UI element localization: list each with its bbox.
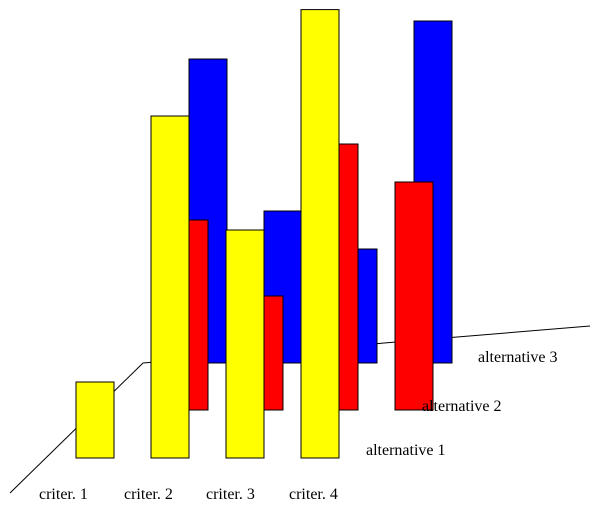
category-label-4: criter. 4 bbox=[289, 486, 338, 503]
bar-alternative2-extra bbox=[394, 181, 434, 411]
bar-alternative1-c1 bbox=[75, 381, 115, 459]
bar-alternative1-c3 bbox=[225, 229, 265, 459]
series-label-alt1: alternative 1 bbox=[366, 442, 446, 459]
category-label-1: criter. 1 bbox=[39, 486, 88, 503]
bar-alternative1-c4 bbox=[300, 9, 340, 459]
bar-alternative1-c2 bbox=[150, 115, 190, 459]
bars-group bbox=[75, 9, 453, 459]
series-label-alt3: alternative 3 bbox=[478, 349, 558, 366]
category-label-2: criter. 2 bbox=[124, 486, 173, 503]
series-label-alt2: alternative 2 bbox=[422, 398, 502, 415]
category-label-3: criter. 3 bbox=[206, 486, 255, 503]
